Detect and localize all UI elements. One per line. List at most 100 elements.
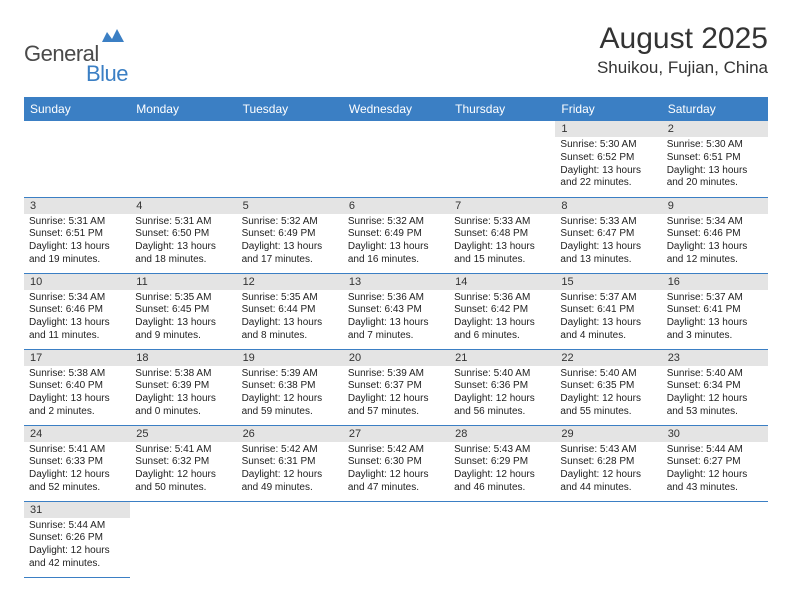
sunset-text: Sunset: 6:51 PM xyxy=(29,228,125,241)
sunrise-text: Sunrise: 5:34 AM xyxy=(667,216,763,229)
calendar-cell xyxy=(662,501,768,577)
day-number: 24 xyxy=(24,426,130,442)
daylight-text: Daylight: 12 hours and 43 minutes. xyxy=(667,469,763,495)
logo: GeneralBlue xyxy=(24,28,128,87)
sunset-text: Sunset: 6:52 PM xyxy=(560,152,656,165)
sunrise-text: Sunrise: 5:35 AM xyxy=(242,292,338,305)
sunrise-text: Sunrise: 5:40 AM xyxy=(560,368,656,381)
daylight-text: Daylight: 13 hours and 18 minutes. xyxy=(135,241,231,267)
sunset-text: Sunset: 6:43 PM xyxy=(348,304,444,317)
calendar-cell: 12Sunrise: 5:35 AMSunset: 6:44 PMDayligh… xyxy=(237,273,343,349)
sunset-text: Sunset: 6:40 PM xyxy=(29,380,125,393)
sunset-text: Sunset: 6:39 PM xyxy=(135,380,231,393)
header-wednesday: Wednesday xyxy=(343,97,449,121)
sunrise-text: Sunrise: 5:43 AM xyxy=(560,444,656,457)
calendar-cell: 4Sunrise: 5:31 AMSunset: 6:50 PMDaylight… xyxy=(130,197,236,273)
sunrise-text: Sunrise: 5:42 AM xyxy=(348,444,444,457)
calendar-week-row: 31Sunrise: 5:44 AMSunset: 6:26 PMDayligh… xyxy=(24,501,768,577)
day-number: 6 xyxy=(343,198,449,214)
sunrise-text: Sunrise: 5:34 AM xyxy=(29,292,125,305)
day-details: Sunrise: 5:37 AMSunset: 6:41 PMDaylight:… xyxy=(555,290,661,347)
header: GeneralBlue August 2025 Shuikou, Fujian,… xyxy=(24,22,768,87)
sunrise-text: Sunrise: 5:40 AM xyxy=(454,368,550,381)
sunrise-text: Sunrise: 5:32 AM xyxy=(242,216,338,229)
calendar-week-row: 24Sunrise: 5:41 AMSunset: 6:33 PMDayligh… xyxy=(24,425,768,501)
calendar-cell: 11Sunrise: 5:35 AMSunset: 6:45 PMDayligh… xyxy=(130,273,236,349)
sunset-text: Sunset: 6:49 PM xyxy=(348,228,444,241)
day-details: Sunrise: 5:30 AMSunset: 6:52 PMDaylight:… xyxy=(555,137,661,194)
day-details: Sunrise: 5:42 AMSunset: 6:30 PMDaylight:… xyxy=(343,442,449,499)
calendar-cell: 28Sunrise: 5:43 AMSunset: 6:29 PMDayligh… xyxy=(449,425,555,501)
calendar-cell: 29Sunrise: 5:43 AMSunset: 6:28 PMDayligh… xyxy=(555,425,661,501)
day-number: 20 xyxy=(343,350,449,366)
calendar-cell xyxy=(449,501,555,577)
daylight-text: Daylight: 12 hours and 44 minutes. xyxy=(560,469,656,495)
sunset-text: Sunset: 6:48 PM xyxy=(454,228,550,241)
calendar-cell xyxy=(237,501,343,577)
calendar-cell: 26Sunrise: 5:42 AMSunset: 6:31 PMDayligh… xyxy=(237,425,343,501)
sunset-text: Sunset: 6:44 PM xyxy=(242,304,338,317)
calendar-cell: 6Sunrise: 5:32 AMSunset: 6:49 PMDaylight… xyxy=(343,197,449,273)
calendar-cell: 13Sunrise: 5:36 AMSunset: 6:43 PMDayligh… xyxy=(343,273,449,349)
sunset-text: Sunset: 6:31 PM xyxy=(242,456,338,469)
sunrise-text: Sunrise: 5:37 AM xyxy=(667,292,763,305)
sunset-text: Sunset: 6:32 PM xyxy=(135,456,231,469)
day-details: Sunrise: 5:34 AMSunset: 6:46 PMDaylight:… xyxy=(24,290,130,347)
calendar-cell: 23Sunrise: 5:40 AMSunset: 6:34 PMDayligh… xyxy=(662,349,768,425)
sunrise-text: Sunrise: 5:33 AM xyxy=(454,216,550,229)
calendar-cell xyxy=(343,501,449,577)
sunset-text: Sunset: 6:50 PM xyxy=(135,228,231,241)
day-number: 19 xyxy=(237,350,343,366)
day-number: 12 xyxy=(237,274,343,290)
day-details: Sunrise: 5:32 AMSunset: 6:49 PMDaylight:… xyxy=(237,214,343,271)
daylight-text: Daylight: 13 hours and 2 minutes. xyxy=(29,393,125,419)
day-details: Sunrise: 5:35 AMSunset: 6:45 PMDaylight:… xyxy=(130,290,236,347)
calendar-cell: 18Sunrise: 5:38 AMSunset: 6:39 PMDayligh… xyxy=(130,349,236,425)
sunset-text: Sunset: 6:35 PM xyxy=(560,380,656,393)
day-number: 18 xyxy=(130,350,236,366)
header-sunday: Sunday xyxy=(24,97,130,121)
sunrise-text: Sunrise: 5:36 AM xyxy=(348,292,444,305)
calendar-week-row: 3Sunrise: 5:31 AMSunset: 6:51 PMDaylight… xyxy=(24,197,768,273)
sunrise-text: Sunrise: 5:38 AM xyxy=(29,368,125,381)
daylight-text: Daylight: 13 hours and 11 minutes. xyxy=(29,317,125,343)
flag-icon xyxy=(102,28,124,44)
sunset-text: Sunset: 6:41 PM xyxy=(560,304,656,317)
day-number: 11 xyxy=(130,274,236,290)
sunrise-text: Sunrise: 5:36 AM xyxy=(454,292,550,305)
page-title: August 2025 xyxy=(597,22,768,56)
day-details: Sunrise: 5:34 AMSunset: 6:46 PMDaylight:… xyxy=(662,214,768,271)
day-details: Sunrise: 5:40 AMSunset: 6:35 PMDaylight:… xyxy=(555,366,661,423)
daylight-text: Daylight: 13 hours and 15 minutes. xyxy=(454,241,550,267)
day-number: 14 xyxy=(449,274,555,290)
day-details: Sunrise: 5:44 AMSunset: 6:26 PMDaylight:… xyxy=(24,518,130,575)
header-saturday: Saturday xyxy=(662,97,768,121)
sunset-text: Sunset: 6:34 PM xyxy=(667,380,763,393)
day-number: 15 xyxy=(555,274,661,290)
calendar-cell: 1Sunrise: 5:30 AMSunset: 6:52 PMDaylight… xyxy=(555,121,661,197)
daylight-text: Daylight: 12 hours and 57 minutes. xyxy=(348,393,444,419)
calendar-cell: 25Sunrise: 5:41 AMSunset: 6:32 PMDayligh… xyxy=(130,425,236,501)
daylight-text: Daylight: 13 hours and 22 minutes. xyxy=(560,165,656,191)
daylight-text: Daylight: 13 hours and 3 minutes. xyxy=(667,317,763,343)
day-number: 30 xyxy=(662,426,768,442)
calendar-cell xyxy=(343,121,449,197)
sunrise-text: Sunrise: 5:30 AM xyxy=(667,139,763,152)
sunset-text: Sunset: 6:46 PM xyxy=(29,304,125,317)
calendar-week-row: 10Sunrise: 5:34 AMSunset: 6:46 PMDayligh… xyxy=(24,273,768,349)
header-thursday: Thursday xyxy=(449,97,555,121)
header-monday: Monday xyxy=(130,97,236,121)
day-details: Sunrise: 5:40 AMSunset: 6:36 PMDaylight:… xyxy=(449,366,555,423)
daylight-text: Daylight: 12 hours and 49 minutes. xyxy=(242,469,338,495)
daylight-text: Daylight: 13 hours and 9 minutes. xyxy=(135,317,231,343)
sunrise-text: Sunrise: 5:42 AM xyxy=(242,444,338,457)
daylight-text: Daylight: 12 hours and 42 minutes. xyxy=(29,545,125,571)
sunrise-text: Sunrise: 5:41 AM xyxy=(29,444,125,457)
calendar-cell: 24Sunrise: 5:41 AMSunset: 6:33 PMDayligh… xyxy=(24,425,130,501)
sunrise-text: Sunrise: 5:31 AM xyxy=(29,216,125,229)
day-number: 4 xyxy=(130,198,236,214)
calendar-cell: 19Sunrise: 5:39 AMSunset: 6:38 PMDayligh… xyxy=(237,349,343,425)
calendar-cell: 7Sunrise: 5:33 AMSunset: 6:48 PMDaylight… xyxy=(449,197,555,273)
sunset-text: Sunset: 6:36 PM xyxy=(454,380,550,393)
day-header-row: Sunday Monday Tuesday Wednesday Thursday… xyxy=(24,97,768,121)
